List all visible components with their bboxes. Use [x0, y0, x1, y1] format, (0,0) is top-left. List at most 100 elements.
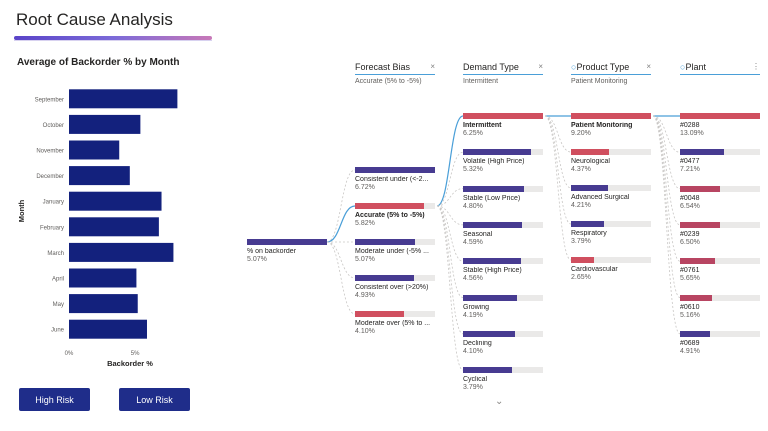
node-bar-fill: [571, 185, 608, 191]
column-header[interactable]: Demand Type × Intermittent: [463, 62, 543, 85]
node-bar-fill: [247, 239, 327, 245]
node-bar-track: [355, 203, 435, 209]
close-icon[interactable]: ×: [538, 62, 543, 71]
tree-node[interactable]: Cardiovascular 2.65%: [571, 257, 651, 281]
node-label: Patient Monitoring: [571, 122, 633, 129]
bar[interactable]: [69, 217, 159, 237]
tree-node[interactable]: Moderate over (5% to ... 4.10%: [355, 311, 435, 335]
title-underline: [14, 36, 212, 40]
lightbulb-icon: ○: [571, 62, 577, 72]
tree-node[interactable]: Consistent under (<-2... 6.72%: [355, 167, 435, 191]
x-tick-label: 0%: [65, 351, 74, 357]
column-header[interactable]: ○ Plant ⋮: [680, 62, 760, 78]
node-value: 4.80%: [463, 202, 483, 210]
lightbulb-icon: ○: [680, 62, 686, 72]
tree-node[interactable]: #0761 5.65%: [680, 258, 760, 282]
tree-node[interactable]: #0048 6.54%: [680, 185, 760, 210]
bar[interactable]: [69, 191, 162, 211]
tree-node[interactable]: Accurate (5% to -5%) 5.82%: [355, 203, 435, 227]
tree-node[interactable]: Intermittent 6.25%: [463, 113, 543, 137]
bar[interactable]: [69, 268, 137, 288]
tree-node[interactable]: #0477 7.21%: [680, 149, 760, 173]
chart-title: Average of Backorder % by Month: [17, 57, 180, 68]
tree-node[interactable]: Declining 4.10%: [463, 330, 543, 355]
tree-node[interactable]: Advanced Surgical 4.21%: [571, 185, 651, 209]
node-bar-track: [680, 185, 760, 192]
bar[interactable]: [69, 89, 178, 109]
tree-node[interactable]: Stable (Low Price) 4.80%: [463, 185, 543, 210]
connector: [652, 115, 681, 335]
high-risk-button[interactable]: High Risk: [19, 388, 90, 411]
node-value: 5.07%: [247, 256, 267, 263]
node-value: 5.07%: [355, 256, 375, 263]
node-value: 4.10%: [355, 328, 375, 335]
node-value: 6.50%: [680, 238, 700, 246]
node-value: 4.93%: [355, 292, 375, 299]
node-bar-track: [680, 113, 760, 119]
node-bar-track: [355, 311, 435, 317]
node-value: 4.10%: [463, 347, 483, 355]
connector: [544, 115, 572, 153]
bar[interactable]: [69, 114, 141, 134]
tree-node[interactable]: #0610 5.16%: [680, 294, 760, 319]
node-bar-fill: [463, 185, 525, 192]
node-bar-fill: [463, 113, 543, 119]
node-label: Advanced Surgical: [571, 194, 630, 201]
tree-node[interactable]: Neurological 4.37%: [571, 149, 651, 173]
close-icon[interactable]: ×: [646, 62, 651, 71]
node-bar-track: [355, 275, 435, 281]
y-tick-label: May: [53, 302, 64, 308]
node-label: Respiratory: [571, 230, 607, 237]
node-label: #0689: [680, 339, 700, 347]
node-bar-track: [247, 239, 327, 245]
tree-node[interactable]: Growing 4.19%: [463, 294, 543, 319]
node-label: Cardiovascular: [571, 266, 618, 273]
node-bar-track: [463, 294, 543, 301]
y-tick-label: November: [36, 149, 64, 155]
node-bar-fill: [463, 221, 522, 228]
bar[interactable]: [69, 242, 174, 262]
node-label: Cyclical: [463, 376, 488, 384]
tree-node[interactable]: Seasonal 4.59%: [463, 221, 543, 246]
node-value: 3.79%: [463, 384, 483, 392]
node-label: #0477: [680, 158, 700, 166]
tree-node[interactable]: Moderate under (-5% ... 5.07%: [355, 239, 435, 263]
chevron-down-icon[interactable]: ⌄: [495, 396, 504, 407]
close-icon[interactable]: ×: [430, 62, 435, 71]
node-label: % on backorder: [247, 248, 297, 255]
tree-node[interactable]: Respiratory 3.79%: [571, 221, 651, 245]
tree-node[interactable]: Consistent over (>20%) 4.93%: [355, 275, 435, 299]
bar[interactable]: [69, 140, 120, 160]
node-bar-fill: [463, 330, 516, 337]
column-header[interactable]: Forecast Bias × Accurate (5% to -5%): [355, 62, 435, 85]
node-bar-fill: [571, 257, 595, 263]
bar[interactable]: [69, 319, 147, 339]
low-risk-button[interactable]: Low Risk: [119, 388, 190, 411]
tree-node[interactable]: Volatile (High Price) 5.32%: [463, 149, 543, 173]
tree-node[interactable]: Stable (High Price) 4.56%: [463, 258, 543, 282]
tree-node[interactable]: #0288 13.09%: [680, 113, 760, 137]
node-bar-fill: [355, 275, 414, 281]
node-bar-fill: [571, 149, 609, 155]
column-header[interactable]: ○ Product Type × Patient Monitoring: [571, 62, 651, 85]
node-bar-track: [680, 149, 760, 156]
node-value: 4.37%: [571, 166, 591, 173]
bar[interactable]: [69, 166, 130, 186]
node-label: Stable (Low Price): [463, 194, 521, 202]
connector: [436, 115, 464, 207]
more-icon[interactable]: ⋮: [752, 62, 760, 71]
column-header-selection: Intermittent: [463, 78, 499, 85]
node-value: 3.79%: [571, 238, 591, 245]
node-value: 9.20%: [571, 130, 591, 137]
tree-node[interactable]: Patient Monitoring 9.20%: [571, 113, 651, 137]
tree-node[interactable]: #0689 4.91%: [680, 330, 760, 355]
node-label: Accurate (5% to -5%): [355, 212, 425, 219]
tree-node[interactable]: #0239 6.50%: [680, 221, 760, 246]
node-value: 6.72%: [355, 184, 375, 191]
tree-node[interactable]: Cyclical 3.79%: [463, 367, 543, 391]
node-bar-fill: [355, 311, 404, 317]
node-bar-fill: [463, 258, 522, 265]
column-header-label: Forecast Bias: [355, 62, 411, 72]
bar[interactable]: [69, 294, 138, 314]
tree-node[interactable]: % on backorder 5.07%: [247, 239, 327, 263]
